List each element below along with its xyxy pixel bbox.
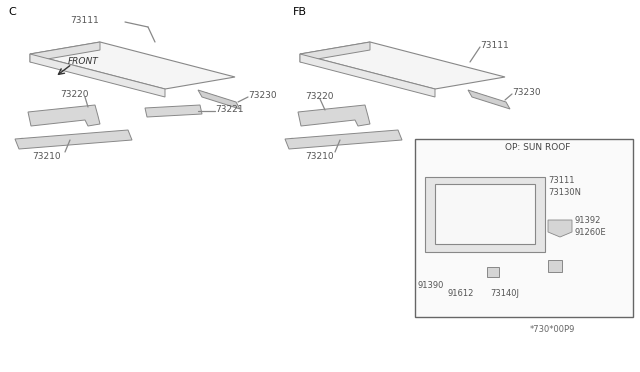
Polygon shape bbox=[30, 42, 235, 89]
Text: 73130N: 73130N bbox=[548, 187, 581, 196]
Text: FRONT: FRONT bbox=[68, 57, 99, 65]
Text: 91390: 91390 bbox=[418, 280, 444, 289]
Text: FB: FB bbox=[293, 7, 307, 17]
Text: 73111: 73111 bbox=[70, 16, 99, 25]
Text: 91392: 91392 bbox=[575, 215, 602, 224]
Text: 73210: 73210 bbox=[305, 151, 333, 160]
Polygon shape bbox=[28, 105, 100, 126]
Polygon shape bbox=[30, 42, 100, 62]
Bar bbox=[487, 267, 499, 277]
Bar bbox=[415, 139, 633, 317]
Text: 73111: 73111 bbox=[480, 41, 509, 49]
Polygon shape bbox=[300, 42, 505, 89]
Text: 73210: 73210 bbox=[32, 151, 61, 160]
Text: 73220: 73220 bbox=[60, 90, 88, 99]
Polygon shape bbox=[298, 105, 370, 126]
Text: 91612: 91612 bbox=[448, 289, 474, 298]
Text: 73111: 73111 bbox=[548, 176, 575, 185]
Polygon shape bbox=[198, 90, 240, 109]
Text: C: C bbox=[8, 7, 16, 17]
Text: OP: SUN ROOF: OP: SUN ROOF bbox=[505, 142, 570, 151]
Text: 73221: 73221 bbox=[215, 105, 243, 113]
Polygon shape bbox=[300, 42, 370, 62]
Bar bbox=[548, 260, 562, 272]
Polygon shape bbox=[30, 54, 165, 97]
Polygon shape bbox=[300, 54, 435, 97]
Polygon shape bbox=[468, 90, 510, 109]
Text: *730*00P9: *730*00P9 bbox=[530, 326, 575, 334]
Polygon shape bbox=[435, 184, 535, 244]
Text: 91260E: 91260E bbox=[575, 228, 607, 237]
Polygon shape bbox=[548, 220, 572, 237]
Polygon shape bbox=[15, 130, 132, 149]
Text: 73230: 73230 bbox=[248, 90, 276, 99]
Text: 73140J: 73140J bbox=[490, 289, 519, 298]
Polygon shape bbox=[425, 177, 545, 252]
Text: 73220: 73220 bbox=[305, 92, 333, 100]
Text: 73230: 73230 bbox=[512, 87, 541, 96]
Polygon shape bbox=[285, 130, 402, 149]
Polygon shape bbox=[145, 105, 202, 117]
